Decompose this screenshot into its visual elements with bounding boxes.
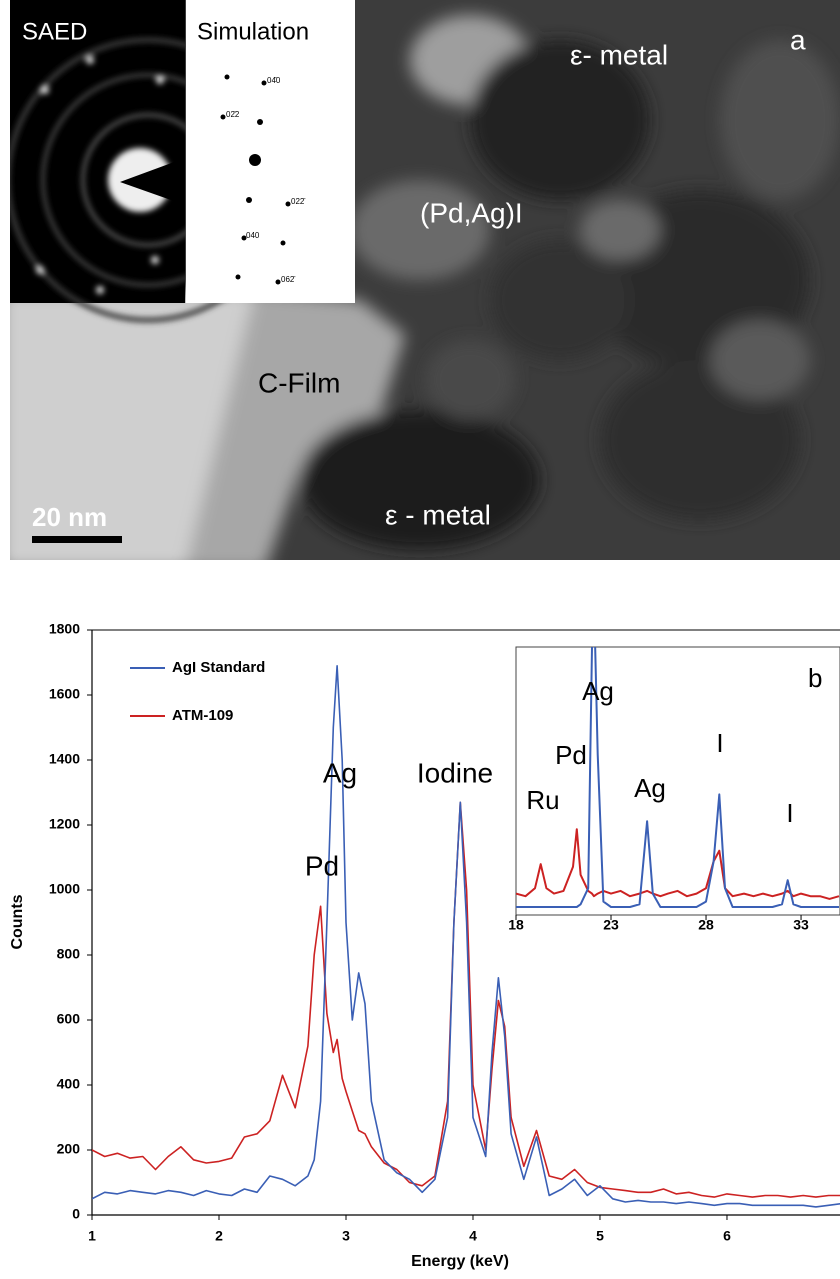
peak-annotation: Ru	[526, 785, 559, 815]
x-tick-label: 18	[508, 917, 524, 933]
spot-labels: 04̄0 02̄2 022̄ 040 062̄	[226, 76, 306, 284]
spot-label: 040	[246, 231, 260, 240]
tem-image: 04̄0 02̄2 022̄ 040 062̄ SAED Simulation …	[10, 0, 840, 560]
peak-annotation: Ag	[634, 773, 666, 803]
x-tick-label: 28	[698, 917, 714, 933]
x-tick-label: 4	[469, 1228, 477, 1244]
phase-label: ε - metal	[385, 499, 491, 530]
y-axis-label: Counts	[9, 894, 26, 949]
y-tick-label: 600	[57, 1011, 81, 1027]
series-line	[92, 665, 840, 1208]
y-tick-label: 400	[57, 1076, 81, 1092]
simulation-spots	[220, 74, 291, 285]
y-tick-label: 800	[57, 946, 81, 962]
plot-area	[92, 665, 840, 1208]
x-tick-label: 1	[88, 1228, 96, 1244]
tem-texture	[10, 15, 840, 560]
chart: 18 23 28 33 Ru Pd Ag Ag I Ib	[508, 646, 840, 933]
series-line	[516, 828, 840, 900]
y-tick-label: 0	[72, 1206, 80, 1222]
y-tick-label: 1200	[49, 816, 80, 832]
peak-annotation: I	[786, 798, 793, 828]
phase-label: C-Film	[258, 367, 340, 398]
spot-label: 04̄0	[267, 76, 281, 85]
y-tick-label: 1400	[49, 751, 80, 767]
scale-bar	[32, 536, 122, 543]
spot-label: 02̄2	[226, 110, 240, 119]
spot-label: 022̄	[291, 197, 306, 206]
y-tick-label: 200	[57, 1141, 81, 1157]
simulation-inset	[186, 0, 355, 303]
x-tick-label: 3	[342, 1228, 350, 1244]
phase-label: ε- metal	[570, 39, 668, 70]
y-tick-label: 1000	[49, 881, 80, 897]
beam-stop	[120, 158, 185, 205]
peak-annotation: Ag	[323, 757, 357, 788]
inset-background	[515, 646, 840, 916]
y-tick-label: 1800	[49, 621, 80, 637]
x-tick-label: 5	[596, 1228, 604, 1244]
y-tick-label: 1600	[49, 686, 80, 702]
peak-annotation: I	[716, 728, 723, 758]
plot-area	[516, 647, 840, 908]
scale-bar-label: 20 nm	[32, 502, 107, 532]
panel-label: a	[790, 24, 806, 55]
spot-label: 062̄	[281, 275, 296, 284]
legend-label: ATM-109	[172, 707, 233, 724]
x-axis-label: Energy (keV)	[411, 1253, 509, 1270]
x-tick-label: 2	[215, 1228, 223, 1244]
saed-label: SAED	[22, 18, 87, 45]
legend-label: AgI Standard	[172, 659, 265, 676]
simulation-label: Simulation	[197, 18, 309, 45]
peak-annotation: Pd	[555, 740, 587, 770]
peak-annotation: Ag	[582, 676, 614, 706]
peak-annotation: Pd	[305, 850, 339, 881]
peak-annotation: Iodine	[417, 757, 493, 788]
saed-inset	[10, 0, 185, 303]
series-line	[516, 647, 839, 908]
phase-label: (Pd,Ag)I	[420, 197, 523, 228]
x-tick-label: 6	[723, 1228, 731, 1244]
panel-label: b	[808, 663, 822, 693]
x-tick-label: 23	[603, 917, 619, 933]
x-tick-label: 33	[793, 917, 809, 933]
